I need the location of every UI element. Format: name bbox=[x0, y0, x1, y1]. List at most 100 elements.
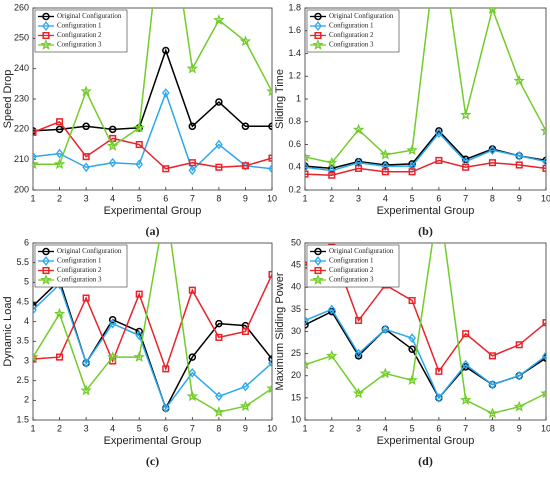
x-axis-label: Experimental Group bbox=[377, 205, 475, 217]
marker bbox=[542, 156, 546, 167]
x-tick-label: 4 bbox=[110, 193, 115, 203]
marker bbox=[108, 318, 117, 329]
legend-label: Configuration 1 bbox=[329, 257, 374, 265]
panel-label: (c) bbox=[146, 454, 159, 468]
marker bbox=[162, 46, 170, 55]
y-tick-label: 0.2 bbox=[288, 184, 301, 194]
marker bbox=[305, 315, 309, 326]
y-tick-label: 1.5 bbox=[16, 414, 29, 424]
legend-label: Configuration 2 bbox=[329, 31, 374, 39]
marker bbox=[106, 351, 119, 362]
x-tick-label: 5 bbox=[410, 193, 415, 203]
marker bbox=[108, 125, 117, 134]
y-tick-label: 1.6 bbox=[288, 25, 301, 35]
legend-label: Configuration 2 bbox=[329, 266, 374, 274]
marker bbox=[266, 85, 272, 97]
legend-label: Configuration 3 bbox=[329, 41, 374, 49]
legend-marker bbox=[314, 31, 322, 40]
y-axis-label: Speed Drop bbox=[2, 70, 14, 129]
y-tick-label: 50 bbox=[291, 237, 301, 247]
marker bbox=[268, 154, 272, 162]
marker bbox=[379, 367, 392, 379]
marker bbox=[82, 162, 90, 173]
y-tick-label: 6 bbox=[24, 237, 29, 247]
marker bbox=[33, 302, 37, 310]
marker bbox=[215, 319, 223, 328]
x-tick-label: 6 bbox=[163, 193, 168, 203]
plot-area bbox=[33, 243, 272, 417]
marker bbox=[462, 163, 470, 171]
x-tick-label: 8 bbox=[216, 193, 221, 203]
marker bbox=[241, 381, 250, 392]
y-tick-label: 35 bbox=[291, 304, 301, 314]
legend-marker bbox=[312, 38, 324, 50]
marker bbox=[106, 140, 119, 151]
marker bbox=[82, 153, 90, 161]
legend-label: Configuration 1 bbox=[57, 22, 102, 30]
legend-label: Configuration 3 bbox=[57, 41, 102, 49]
marker bbox=[215, 139, 223, 150]
marker bbox=[459, 394, 472, 405]
marker bbox=[188, 165, 197, 176]
x-tick-label: 7 bbox=[463, 193, 468, 203]
marker bbox=[82, 358, 90, 368]
marker bbox=[435, 367, 443, 375]
legend-label: Configuration 2 bbox=[57, 31, 102, 39]
marker bbox=[354, 348, 363, 359]
x-tick-label: 5 bbox=[137, 423, 142, 433]
y-tick-label: 1.2 bbox=[288, 71, 301, 81]
x-tick-label: 6 bbox=[436, 423, 441, 433]
marker bbox=[408, 345, 416, 353]
y-tick-label: 0.8 bbox=[288, 116, 301, 126]
x-tick-label: 1 bbox=[302, 193, 307, 203]
marker bbox=[326, 349, 338, 361]
series-line bbox=[305, 243, 546, 415]
marker bbox=[56, 118, 64, 126]
marker bbox=[82, 294, 90, 302]
marker bbox=[542, 164, 546, 172]
y-tick-label: 10 bbox=[291, 414, 301, 424]
panel-label: (a) bbox=[146, 224, 160, 238]
marker bbox=[135, 327, 143, 336]
legend-label: Configuration 3 bbox=[57, 276, 102, 284]
marker bbox=[379, 148, 392, 160]
x-tick-label: 5 bbox=[137, 193, 142, 203]
y-axis-label: Sliding Time bbox=[274, 69, 286, 129]
marker bbox=[239, 35, 252, 47]
legend-label: Original Configuration bbox=[329, 12, 394, 20]
marker bbox=[461, 359, 470, 370]
x-tick-label: 3 bbox=[356, 423, 361, 433]
y-tick-label: 210 bbox=[14, 154, 29, 164]
y-tick-label: 0.4 bbox=[288, 162, 301, 172]
y-tick-label: 30 bbox=[291, 326, 301, 336]
panel-label: (b) bbox=[418, 224, 433, 238]
marker bbox=[268, 122, 272, 131]
marker bbox=[305, 321, 309, 329]
y-tick-label: 240 bbox=[14, 63, 29, 73]
marker bbox=[515, 341, 523, 349]
x-tick-label: 6 bbox=[436, 193, 441, 203]
marker bbox=[215, 163, 223, 171]
x-tick-label: 4 bbox=[383, 193, 388, 203]
marker bbox=[135, 140, 143, 149]
legend-marker bbox=[314, 12, 322, 21]
marker bbox=[135, 330, 144, 341]
legend-marker bbox=[314, 247, 322, 256]
legend-marker bbox=[42, 266, 50, 275]
marker bbox=[305, 151, 311, 162]
x-axis-label: Experimental Group bbox=[104, 435, 202, 447]
marker bbox=[55, 148, 64, 159]
y-tick-label: 1.8 bbox=[288, 2, 301, 12]
x-tick-label: 1 bbox=[302, 423, 307, 433]
marker bbox=[188, 367, 197, 378]
marker bbox=[305, 170, 309, 178]
marker bbox=[162, 365, 170, 373]
series-line bbox=[33, 243, 272, 413]
series-line bbox=[305, 8, 546, 164]
legend-marker bbox=[42, 256, 50, 266]
y-tick-label: 250 bbox=[14, 33, 29, 43]
marker bbox=[241, 327, 249, 336]
x-tick-label: 1 bbox=[30, 193, 35, 203]
marker bbox=[82, 122, 90, 131]
marker bbox=[215, 333, 223, 341]
